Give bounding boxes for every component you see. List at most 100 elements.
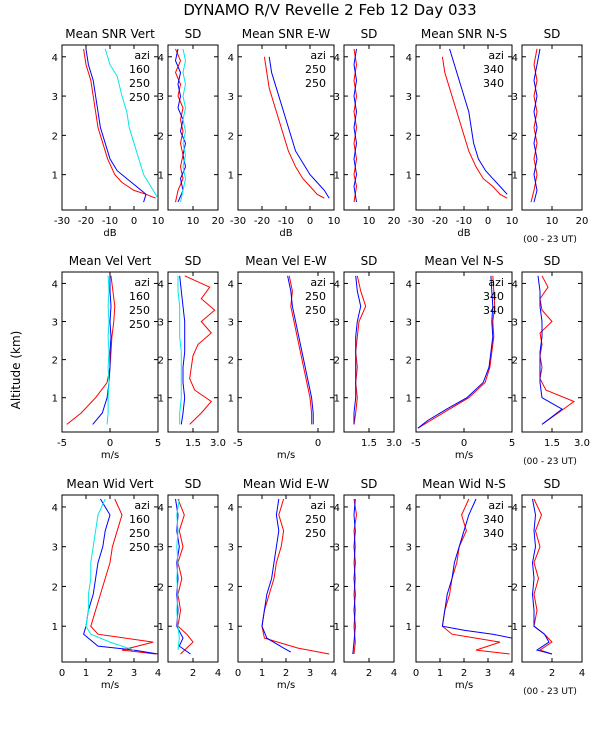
y-tick-label: 1 [334, 394, 340, 405]
x-tick-label: 4 [155, 668, 161, 679]
legend-item: 250 [129, 304, 150, 317]
y-tick-label: 2 [334, 356, 340, 367]
x-tick-label: -5 [57, 438, 67, 449]
plot-frame [521, 271, 583, 433]
x-tick-label: 3 [485, 668, 491, 679]
x-tick-label: -5 [233, 438, 243, 449]
series-line-250 [352, 498, 356, 655]
y-tick-label: 4 [158, 503, 164, 514]
legend-heading: azi [310, 276, 326, 289]
legend-item: 340 [483, 63, 504, 76]
y-tick-label: 1 [158, 394, 164, 405]
series-line-340 [449, 48, 508, 195]
y-tick-label: 2 [158, 582, 164, 593]
y-tick-label: 3 [158, 92, 164, 103]
series-line-340 [441, 498, 510, 655]
y-tick-label: 3 [334, 543, 340, 554]
series-line-250 [176, 498, 180, 651]
y-tick-label: 3 [52, 318, 58, 329]
x-tick-label: 0 [107, 438, 113, 449]
series-line-160 [83, 48, 156, 199]
x-tick-label: -5 [411, 438, 421, 449]
y-tick-label: 2 [334, 131, 340, 142]
plot-frame [237, 271, 335, 433]
y-tick-label: 3 [406, 318, 412, 329]
y-tick-label: 2 [52, 356, 58, 367]
panel-2-1: SD 1 2 3 4 2 4 [158, 477, 222, 679]
series-line-250 [353, 48, 358, 203]
series-line-250 [104, 48, 158, 199]
panel-title: SD [544, 27, 561, 41]
legend-item: 340 [483, 527, 504, 540]
x-tick-label: -10 [456, 216, 472, 227]
y-tick-label: 2 [406, 582, 412, 593]
y-tick-label: 4 [512, 279, 518, 290]
legend-item: 250 [305, 77, 326, 90]
x-tick-label: 0 [413, 668, 419, 679]
legend-item: 160 [129, 513, 150, 526]
legend-item: 340 [483, 290, 504, 303]
x-tick-label: 3 [131, 668, 137, 679]
legend-item: 250 [305, 304, 326, 317]
x-tick-label: -20 [432, 216, 448, 227]
panel-2-3: SD 1 2 3 4 2 4 [334, 477, 398, 679]
series-line-340 [533, 498, 553, 655]
plot-frame [521, 494, 583, 663]
x-tick-label: 0 [307, 216, 313, 227]
y-tick-label: 3 [52, 92, 58, 103]
x-tick-label: 5 [155, 438, 161, 449]
x-axis-label: m/s [277, 680, 295, 691]
series-line-250 [261, 498, 292, 653]
series-line-250 [263, 56, 325, 199]
y-tick-label: 3 [228, 543, 234, 554]
y-tick-label: 4 [512, 503, 518, 514]
y-tick-label: 1 [52, 394, 58, 405]
y-tick-label: 2 [158, 131, 164, 142]
x-axis-label: dB [103, 228, 116, 239]
legend-heading: azi [310, 499, 326, 512]
panel-title: Mean Wid N-S [422, 477, 506, 491]
sd-time-label: (00 - 23 UT) [523, 235, 577, 245]
plot-frame [343, 271, 395, 433]
panel-title: Mean SNR E-W [242, 27, 331, 41]
plot-frame [343, 44, 395, 211]
y-tick-label: 3 [512, 318, 518, 329]
y-tick-label: 2 [512, 356, 518, 367]
y-tick-label: 3 [334, 92, 340, 103]
x-tick-label: 4 [391, 668, 397, 679]
y-tick-label: 1 [158, 171, 164, 182]
panel-title: Mean Vel E-W [245, 254, 327, 268]
y-tick-label: 1 [512, 622, 518, 633]
plot-frame [167, 494, 219, 663]
legend-item: 250 [129, 318, 150, 331]
legend-item: 250 [129, 77, 150, 90]
y-tick-label: 1 [228, 622, 234, 633]
x-tick-label: 3 [307, 668, 313, 679]
x-tick-label: 2 [461, 668, 467, 679]
y-tick-label: 4 [406, 53, 412, 64]
y-tick-label: 3 [334, 318, 340, 329]
y-tick-label: 4 [228, 279, 234, 290]
panel-1-3: SD 1 2 3 4 1.5 3.0 [334, 254, 402, 449]
x-tick-label: -20 [254, 216, 270, 227]
x-tick-label: 0 [59, 668, 65, 679]
y-tick-label: 3 [158, 543, 164, 554]
y-tick-label: 3 [406, 543, 412, 554]
series-line-250 [85, 48, 147, 203]
y-tick-label: 3 [512, 543, 518, 554]
series-line-160 [66, 275, 116, 425]
x-tick-label: 1 [259, 668, 265, 679]
series-line-160 [90, 498, 156, 655]
y-tick-label: 4 [52, 53, 58, 64]
series-line-250 [83, 498, 158, 655]
x-tick-label: 2 [107, 668, 113, 679]
x-tick-label: 10 [546, 216, 559, 227]
x-tick-label: -10 [102, 216, 118, 227]
plot-frame [343, 494, 395, 663]
